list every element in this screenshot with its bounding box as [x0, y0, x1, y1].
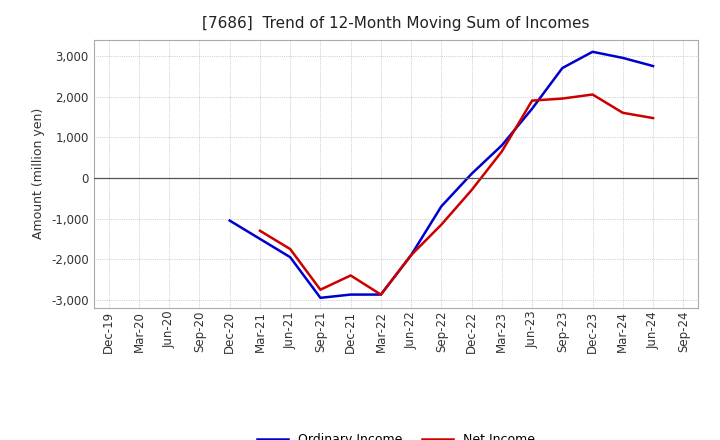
Ordinary Income [286, 254, 294, 260]
Line: Ordinary Income: Ordinary Income [230, 52, 653, 298]
Y-axis label: Amount (million yen): Amount (million yen) [32, 108, 45, 239]
Ordinary Income [256, 236, 264, 242]
Ordinary Income [588, 49, 597, 55]
Ordinary Income [437, 204, 446, 209]
Net Income [649, 115, 657, 121]
Ordinary Income [225, 218, 234, 223]
Ordinary Income [467, 171, 476, 176]
Ordinary Income [407, 253, 415, 258]
Net Income [528, 98, 536, 103]
Net Income [346, 273, 355, 278]
Ordinary Income [316, 295, 325, 301]
Net Income [286, 246, 294, 252]
Ordinary Income [649, 63, 657, 69]
Net Income [618, 110, 627, 115]
Ordinary Income [377, 292, 385, 297]
Ordinary Income [498, 143, 506, 148]
Ordinary Income [346, 292, 355, 297]
Net Income [467, 187, 476, 193]
Net Income [256, 228, 264, 233]
Ordinary Income [618, 55, 627, 61]
Net Income [377, 292, 385, 297]
Net Income [498, 149, 506, 154]
Title: [7686]  Trend of 12-Month Moving Sum of Incomes: [7686] Trend of 12-Month Moving Sum of I… [202, 16, 590, 32]
Legend: Ordinary Income, Net Income: Ordinary Income, Net Income [251, 427, 541, 440]
Net Income [588, 92, 597, 97]
Line: Net Income: Net Income [260, 95, 653, 295]
Ordinary Income [558, 66, 567, 71]
Net Income [316, 287, 325, 292]
Net Income [437, 222, 446, 227]
Net Income [407, 253, 415, 258]
Net Income [558, 96, 567, 101]
Ordinary Income [528, 106, 536, 111]
